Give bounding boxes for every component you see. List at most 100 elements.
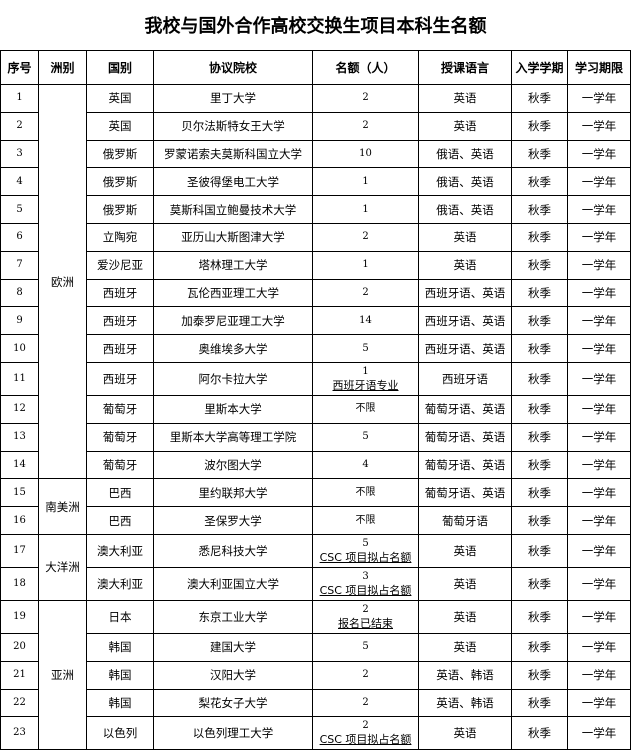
country-cell: 澳大利亚 — [86, 533, 154, 568]
quota-cell: 4 — [312, 450, 419, 480]
quota-value: 2 — [362, 231, 369, 243]
language-cell: 英语 — [418, 222, 512, 252]
row-number: 23 — [0, 716, 39, 750]
term-cell: 秋季 — [511, 84, 568, 113]
quota-cell: 10 — [312, 139, 419, 169]
quota-note-link[interactable]: 报名已结束 — [338, 616, 393, 630]
duration-cell: 一学年 — [567, 111, 631, 141]
language-cell: 西班牙语、英语 — [418, 334, 512, 363]
column-header: 国别 — [86, 50, 154, 85]
column-header: 学习期限 — [567, 50, 631, 85]
language-cell: 葡萄牙语、英语 — [418, 450, 512, 480]
school-cell: 波尔图大学 — [153, 450, 313, 480]
duration-cell: 一学年 — [567, 361, 631, 396]
continent-cell: 欧洲 — [38, 83, 87, 480]
table-row: 5 俄罗斯 莫斯科国立鲍曼技术大学 1 俄语、英语 秋季 一学年 — [0, 195, 631, 224]
term-cell: 秋季 — [511, 250, 568, 280]
row-number: 22 — [0, 688, 39, 718]
table-row: 12 葡萄牙 里斯本大学 不限 葡萄牙语、英语 秋季 一学年 — [0, 394, 631, 424]
duration-cell: 一学年 — [567, 506, 631, 535]
quota-cell: 2 — [312, 660, 419, 690]
quota-note-link[interactable]: CSC 项目拟占名额 — [319, 733, 412, 747]
language-cell: 俄语、英语 — [418, 139, 512, 169]
language-cell: 葡萄牙语、英语 — [418, 394, 512, 424]
row-number: 16 — [0, 506, 39, 535]
column-header: 洲别 — [38, 50, 87, 85]
quota-cell: 2 — [312, 688, 419, 718]
language-cell: 葡萄牙语 — [418, 506, 512, 535]
quota-value: 2 — [362, 696, 369, 708]
duration-cell: 一学年 — [567, 278, 631, 308]
quota-value: 不限 — [355, 403, 376, 415]
duration-cell: 一学年 — [567, 167, 631, 197]
quota-cell: 3 CSC 项目拟占名额 — [312, 566, 419, 601]
term-cell: 秋季 — [511, 139, 568, 169]
row-number: 10 — [0, 334, 39, 363]
country-cell: 葡萄牙 — [86, 422, 154, 452]
row-number: 4 — [0, 167, 39, 197]
country-cell: 立陶宛 — [86, 222, 154, 252]
term-cell: 秋季 — [511, 632, 568, 662]
duration-cell: 一学年 — [567, 716, 631, 750]
school-cell: 东京工业大学 — [153, 599, 313, 634]
duration-cell: 一学年 — [567, 599, 631, 634]
quota-note-link[interactable]: CSC 项目拟占名额 — [319, 550, 412, 564]
table-row: 2 英国 贝尔法斯特女王大学 2 英语 秋季 一学年 — [0, 111, 631, 141]
quota-value: 2 — [362, 120, 369, 132]
term-cell: 秋季 — [511, 167, 568, 197]
table-row: 21 韩国 汉阳大学 2 英语、韩语 秋季 一学年 — [0, 660, 631, 690]
term-cell: 秋季 — [511, 334, 568, 363]
country-cell: 以色列 — [86, 716, 154, 750]
country-cell: 西班牙 — [86, 306, 154, 336]
column-header: 授课语言 — [418, 50, 512, 85]
country-cell: 巴西 — [86, 478, 154, 508]
duration-cell: 一学年 — [567, 394, 631, 424]
quota-value: 5 — [362, 431, 369, 443]
quota-value: 2 — [362, 720, 369, 732]
country-cell: 爱沙尼亚 — [86, 250, 154, 280]
table-row: 23 以色列 以色列理工大学 2 CSC 项目拟占名额 英语 秋季 一学年 — [0, 716, 631, 750]
quota-value: 10 — [359, 147, 372, 159]
column-header: 入学学期 — [511, 50, 568, 85]
quota-note-link[interactable]: 西班牙语专业 — [332, 378, 399, 392]
column-header: 序号 — [0, 50, 39, 85]
quota-cell: 14 — [312, 306, 419, 336]
school-cell: 圣保罗大学 — [153, 506, 313, 535]
quota-cell: 1 西班牙语专业 — [312, 361, 419, 396]
language-cell: 西班牙语、英语 — [418, 278, 512, 308]
term-cell: 秋季 — [511, 506, 568, 535]
country-cell: 韩国 — [86, 632, 154, 662]
row-number: 1 — [0, 84, 39, 113]
country-cell: 英国 — [86, 84, 154, 113]
duration-cell: 一学年 — [567, 632, 631, 662]
school-cell: 里斯本大学 — [153, 394, 313, 424]
table-row: 4 俄罗斯 圣彼得堡电工大学 1 俄语、英语 秋季 一学年 — [0, 167, 631, 197]
school-cell: 圣彼得堡电工大学 — [153, 167, 313, 197]
school-cell: 里丁大学 — [153, 84, 313, 113]
table-header-row: 序号 洲别 国别 协议院校 名额（人） 授课语言 入学学期 学习期限 — [0, 50, 631, 85]
quota-note-link[interactable]: CSC 项目拟占名额 — [319, 583, 412, 597]
language-cell: 英语 — [418, 250, 512, 280]
row-number: 15 — [0, 478, 39, 508]
quota-value: 5 — [362, 342, 369, 354]
quota-value: 不限 — [355, 514, 376, 526]
term-cell: 秋季 — [511, 478, 568, 508]
duration-cell: 一学年 — [567, 450, 631, 480]
country-cell: 韩国 — [86, 660, 154, 690]
table-row: 13 葡萄牙 里斯本大学高等理工学院 5 葡萄牙语、英语 秋季 一学年 — [0, 422, 631, 452]
quota-value: 14 — [359, 314, 372, 326]
column-header: 名额（人） — [312, 50, 419, 85]
school-cell: 贝尔法斯特女王大学 — [153, 111, 313, 141]
page-title: 我校与国外合作高校交换生项目本科生名额 — [144, 16, 487, 37]
table-row: 20 韩国 建国大学 5 英语 秋季 一学年 — [0, 632, 631, 662]
term-cell: 秋季 — [511, 394, 568, 424]
quota-value: 1 — [362, 259, 369, 271]
duration-cell: 一学年 — [567, 422, 631, 452]
language-cell: 西班牙语、英语 — [418, 306, 512, 336]
table-row: 8 西班牙 瓦伦西亚理工大学 2 西班牙语、英语 秋季 一学年 — [0, 278, 631, 308]
table-row: 14 葡萄牙 波尔图大学 4 葡萄牙语、英语 秋季 一学年 — [0, 450, 631, 480]
language-cell: 俄语、英语 — [418, 167, 512, 197]
quota-cell: 5 CSC 项目拟占名额 — [312, 533, 419, 568]
term-cell: 秋季 — [511, 111, 568, 141]
row-number: 17 — [0, 533, 39, 568]
